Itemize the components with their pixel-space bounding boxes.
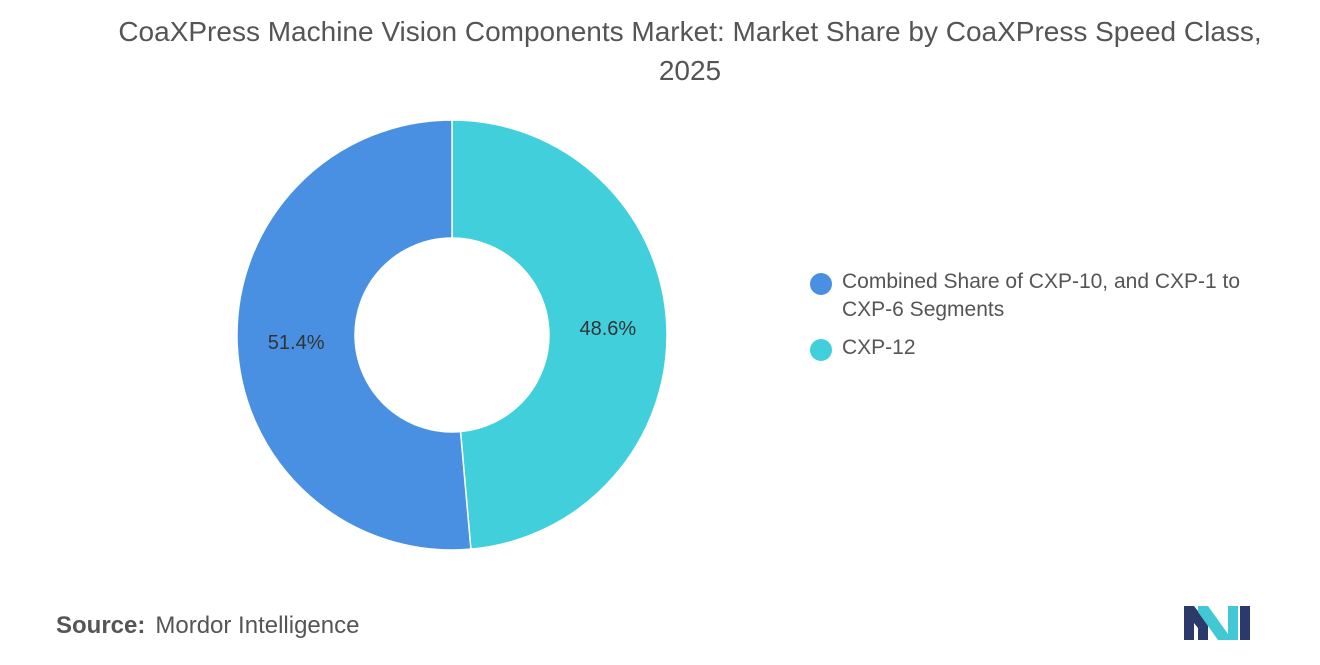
chart-title: CoaXPress Machine Vision Components Mark… xyxy=(118,16,1262,86)
legend-swatch xyxy=(810,339,832,361)
legend-item: CXP-12 xyxy=(810,334,1280,362)
source-text: Mordor Intelligence xyxy=(155,612,360,639)
slice-value-label: 51.4% xyxy=(268,332,325,354)
donut-slice xyxy=(236,119,472,551)
donut-chart: 48.6% 51.4% xyxy=(236,119,668,551)
logo-shape-accent xyxy=(1240,606,1250,640)
logo-shape-left xyxy=(1184,606,1208,640)
logo-shape-middle xyxy=(1198,606,1228,640)
legend-swatch xyxy=(810,273,832,295)
source-note: Source: Mordor Intelligence xyxy=(56,612,359,640)
slice-value-label: 48.6% xyxy=(579,318,636,340)
mordor-intelligence-logo xyxy=(1184,606,1250,640)
legend-label: Combined Share of CXP-10, and CXP-1 to C… xyxy=(842,270,1241,321)
donut-slice xyxy=(451,119,668,550)
legend-item: Combined Share of CXP-10, and CXP-1 to C… xyxy=(810,268,1280,324)
source-label: Source: xyxy=(56,612,146,639)
legend: Combined Share of CXP-10, and CXP-1 to C… xyxy=(810,268,1280,372)
legend-label: CXP-12 xyxy=(842,336,916,359)
logo-shape-right xyxy=(1228,606,1238,640)
